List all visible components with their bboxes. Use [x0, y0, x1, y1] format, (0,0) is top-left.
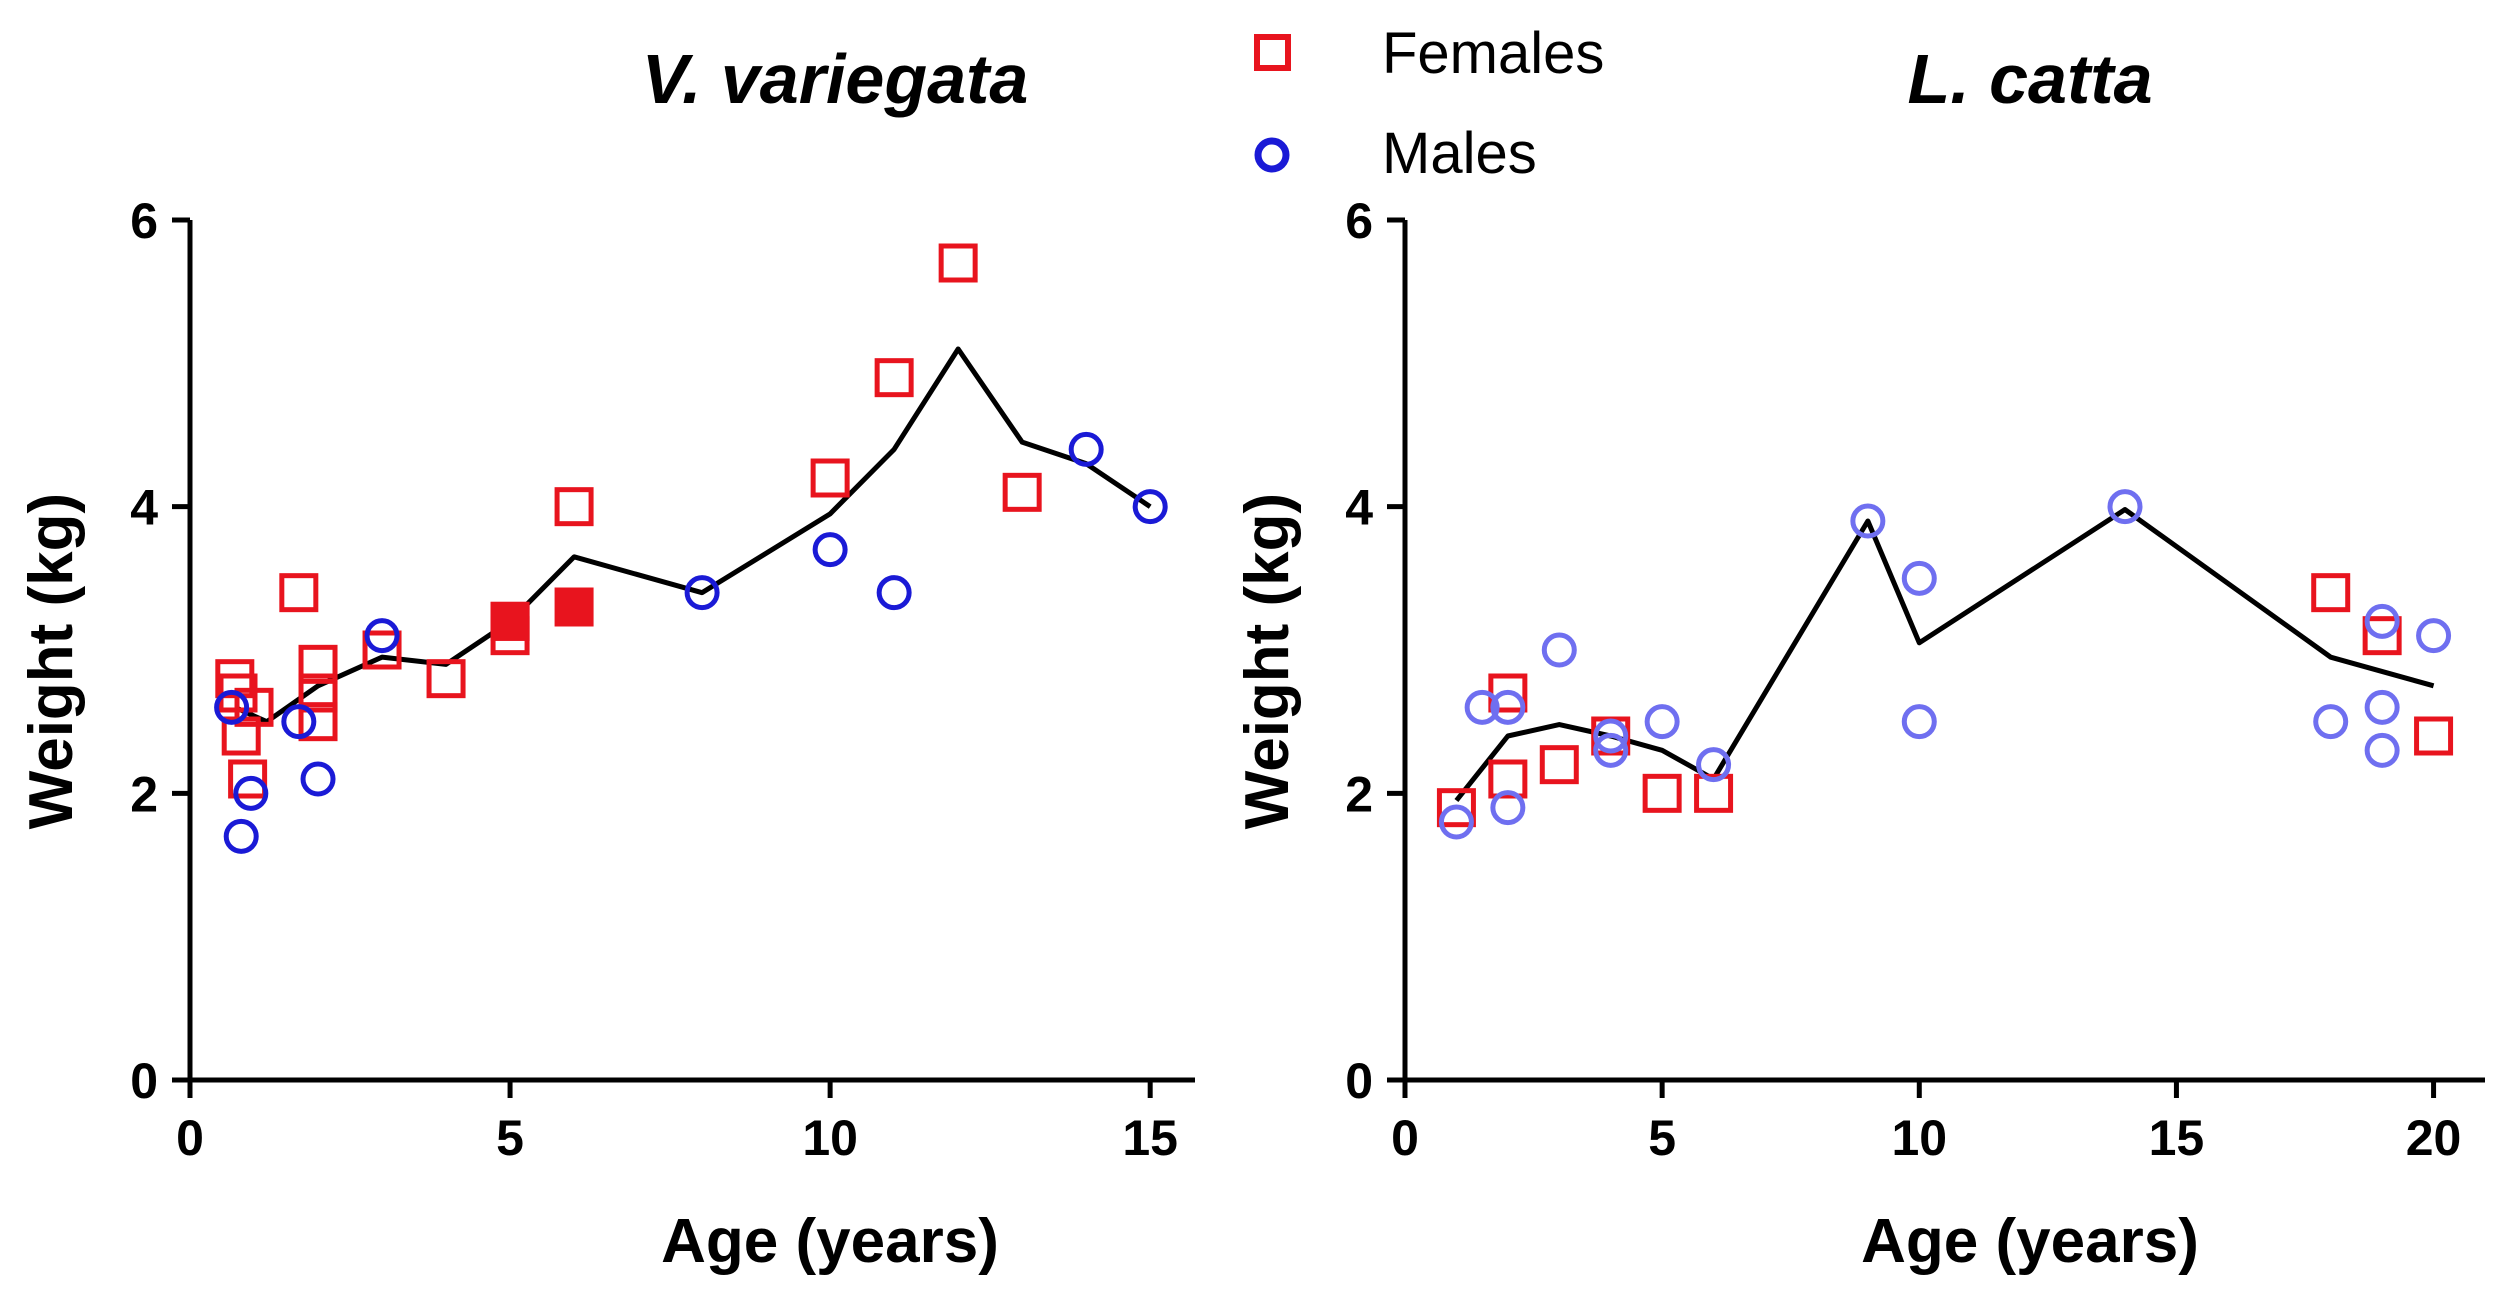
panel1-male-point	[233, 775, 269, 811]
panel2-male-point	[1901, 560, 1937, 596]
legend-male-circle-marker	[1254, 137, 1290, 173]
panel1-male-point	[300, 761, 336, 797]
legend-females-label: Females	[1382, 21, 1604, 86]
panel2-female-point	[1642, 773, 1682, 813]
panel1-y-tick-label: 6	[130, 193, 158, 249]
panel1-female-point	[228, 759, 268, 799]
panel2-x-tick-label: 0	[1391, 1110, 1419, 1166]
panel2-male-point	[1644, 704, 1680, 740]
panel2-male-point	[1696, 747, 1732, 783]
panel2-ylabel: Weight (kg)	[1233, 493, 1302, 829]
panel1-female-point	[362, 630, 402, 670]
panel2-male-point	[2313, 704, 2349, 740]
legend-males-label: Males	[1382, 121, 1537, 186]
panel1-male-point	[876, 575, 912, 611]
panel1-female-point	[298, 644, 338, 684]
panel2-female-point	[2311, 573, 2351, 613]
panel2-xlabel: Age (years)	[1861, 1207, 2199, 1276]
panel2-female-point	[2414, 716, 2454, 756]
title-l-catta: L. catta	[1907, 40, 2152, 118]
legend-female-square-marker	[1254, 34, 1291, 71]
title-v-variegata: V. variegata	[642, 40, 1029, 118]
panel-l-catta: 0 5 10 15 20 0 2 4 6	[1345, 193, 2485, 1166]
panel-v-variegata: 0 5 10 15 0 2 4 6	[130, 193, 1195, 1166]
panel2-female-point	[1694, 773, 1734, 813]
panel2-female-point	[1488, 759, 1528, 799]
panel2-y-tick-label: 4	[1345, 480, 1373, 536]
panel1-female-point	[234, 687, 274, 727]
panel1-male-point	[364, 618, 400, 654]
panel1-male-point	[812, 532, 848, 568]
legend: Females Males	[1254, 21, 1604, 186]
panel2-male-point	[1464, 689, 1500, 725]
panel2-male-point	[2364, 603, 2400, 639]
panel2-trend-line	[1454, 507, 2435, 803]
panel2-male-point	[1850, 503, 1886, 539]
panel1-female-filled-point	[554, 587, 594, 627]
panel2-male-point	[2107, 489, 2143, 525]
panel2-female-point	[1539, 745, 1579, 785]
panel1-female-point	[298, 673, 338, 713]
panel1-male-point	[214, 689, 250, 725]
panel2-male-point	[1490, 790, 1526, 826]
panel2-x-tick-label: 5	[1648, 1110, 1676, 1166]
panel2-male-point	[1490, 689, 1526, 725]
panel1-y-tick-label: 4	[130, 480, 158, 536]
panel2-female-point	[1436, 788, 1476, 828]
panel1-female-point	[874, 358, 914, 398]
panel1-y-tick-label: 2	[130, 766, 158, 822]
panel1-y-tick-label: 0	[130, 1053, 158, 1109]
panel2-female-point	[2362, 616, 2402, 656]
panel2-male-point	[1541, 632, 1577, 668]
panel2-y-tick-label: 6	[1345, 193, 1373, 249]
panel2-x-tick-label: 20	[2406, 1110, 2462, 1166]
panel2-male-point	[2364, 689, 2400, 725]
panel1-female-point	[810, 458, 850, 498]
panel2-x-tick-label: 15	[2149, 1110, 2205, 1166]
panel1-male-point	[281, 704, 317, 740]
panel2-male-point	[1901, 704, 1937, 740]
panel1-x-tick-label: 10	[802, 1110, 858, 1166]
panel1-male-point	[684, 575, 720, 611]
panel2-y-tick-label: 0	[1345, 1053, 1373, 1109]
panel1-ylabel: Weight (kg)	[17, 493, 86, 829]
panel1-female-point	[1002, 472, 1042, 512]
panel1-female-point	[426, 659, 466, 699]
panel2-male-point	[1593, 732, 1629, 768]
panel1-male-point	[223, 818, 259, 854]
panel1-male-point	[1132, 489, 1168, 525]
panel2-x-tick-label: 10	[1891, 1110, 1947, 1166]
panel1-male-point	[1068, 431, 1104, 467]
panel1-x-tick-label: 5	[496, 1110, 524, 1166]
panel2-y-tick-label: 2	[1345, 766, 1373, 822]
panel1-female-point	[279, 573, 319, 613]
panel2-male-point	[2364, 732, 2400, 768]
panel1-x-tick-label: 0	[176, 1110, 204, 1166]
panel2-male-point	[1593, 718, 1629, 754]
panel1-female-point	[938, 243, 978, 283]
panel1-x-tick-label: 15	[1122, 1110, 1178, 1166]
panel1-female-point	[554, 487, 594, 527]
panel1-female-filled-point	[490, 601, 530, 641]
panel2-male-point	[1438, 804, 1474, 840]
panel1-xlabel: Age (years)	[661, 1207, 999, 1276]
panel2-male-point	[2416, 618, 2452, 654]
panel1-female-point	[298, 702, 338, 742]
